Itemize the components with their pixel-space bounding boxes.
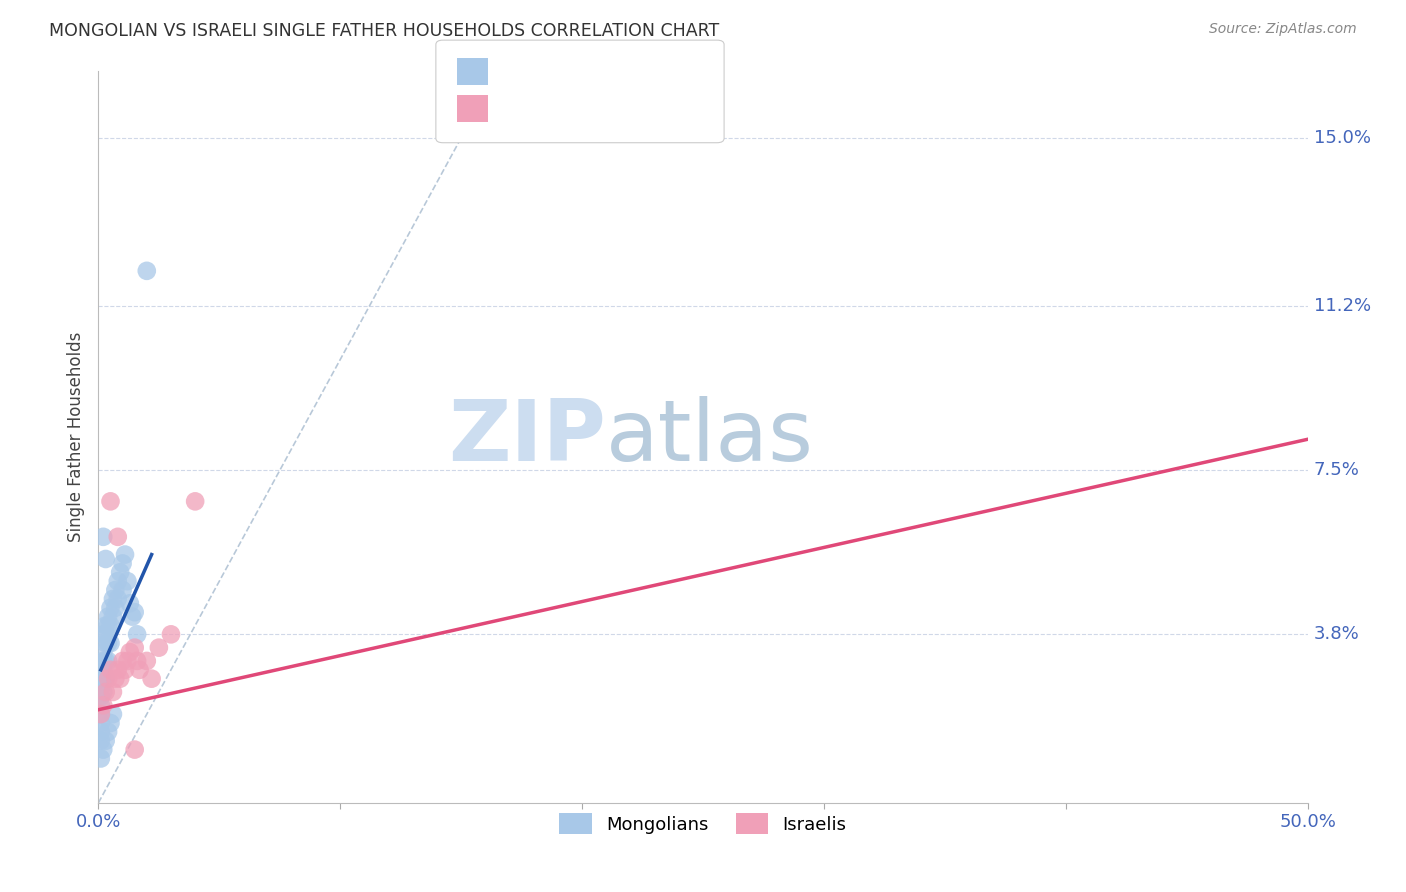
Y-axis label: Single Father Households: Single Father Households (66, 332, 84, 542)
Point (90, 724, 112, 739)
Point (90, 707, 112, 722)
Point (90, 751, 112, 765)
Text: R = 0.675   N = 24: R = 0.675 N = 24 (502, 100, 672, 118)
Point (124, 605, 146, 619)
Point (91, 654, 114, 668)
Text: 3.8%: 3.8% (1313, 625, 1360, 643)
Point (101, 591, 124, 606)
Point (91, 685, 114, 699)
Point (111, 557, 134, 571)
Point (90, 681, 112, 695)
Text: R = 0.276   N = 49: R = 0.276 N = 49 (502, 62, 672, 80)
Text: atlas: atlas (606, 395, 814, 479)
Point (107, 663, 129, 677)
Point (100, 636, 122, 650)
Point (91, 672, 114, 686)
Point (94, 636, 117, 650)
Point (111, 582, 134, 597)
Point (91, 663, 114, 677)
Text: Source: ZipAtlas.com: Source: ZipAtlas.com (1209, 22, 1357, 37)
Point (127, 654, 149, 668)
Point (100, 494, 122, 508)
Point (90, 733, 112, 747)
Point (117, 574, 139, 589)
Point (107, 591, 129, 606)
Point (114, 548, 136, 562)
Text: MONGOLIAN VS ISRAELI SINGLE FATHER HOUSEHOLDS CORRELATION CHART: MONGOLIAN VS ISRAELI SINGLE FATHER HOUSE… (49, 22, 720, 40)
Point (118, 645, 141, 659)
Point (118, 596, 141, 610)
Point (90, 707, 112, 722)
Point (107, 530, 129, 544)
Point (97, 724, 120, 739)
Point (91, 698, 114, 713)
Point (141, 672, 163, 686)
Text: 15.0%: 15.0% (1313, 128, 1371, 147)
Point (91, 645, 114, 659)
Point (97, 618, 120, 632)
Point (114, 663, 136, 677)
Point (121, 609, 143, 624)
Point (90, 698, 112, 713)
Point (160, 627, 183, 641)
Point (94, 552, 117, 566)
Point (94, 733, 117, 747)
Point (91, 530, 114, 544)
Point (124, 640, 146, 655)
Point (100, 716, 122, 731)
Point (128, 663, 150, 677)
Point (127, 627, 149, 641)
Point (135, 264, 157, 278)
Text: 11.2%: 11.2% (1313, 297, 1371, 315)
Point (91, 627, 114, 641)
Point (108, 566, 131, 580)
Point (111, 654, 134, 668)
Point (100, 618, 122, 632)
Point (104, 600, 127, 615)
Point (94, 654, 117, 668)
Point (97, 672, 120, 686)
Point (94, 685, 117, 699)
Point (97, 609, 120, 624)
Point (94, 627, 117, 641)
Legend: Mongolians, Israelis: Mongolians, Israelis (553, 806, 853, 841)
Point (101, 685, 124, 699)
Text: ZIP: ZIP (449, 395, 606, 479)
Point (101, 609, 124, 624)
Point (104, 582, 127, 597)
Point (117, 654, 139, 668)
Point (94, 672, 117, 686)
Point (124, 742, 146, 756)
Point (97, 654, 120, 668)
Point (100, 600, 122, 615)
Point (100, 663, 122, 677)
Point (97, 636, 120, 650)
Point (148, 640, 170, 655)
Point (104, 672, 127, 686)
Point (101, 707, 124, 722)
Point (108, 672, 131, 686)
Point (90, 716, 112, 731)
Point (107, 574, 129, 589)
Point (91, 742, 114, 756)
Point (184, 494, 207, 508)
Text: 7.5%: 7.5% (1313, 461, 1360, 479)
Point (135, 654, 157, 668)
Point (94, 618, 117, 632)
Point (90, 690, 112, 704)
